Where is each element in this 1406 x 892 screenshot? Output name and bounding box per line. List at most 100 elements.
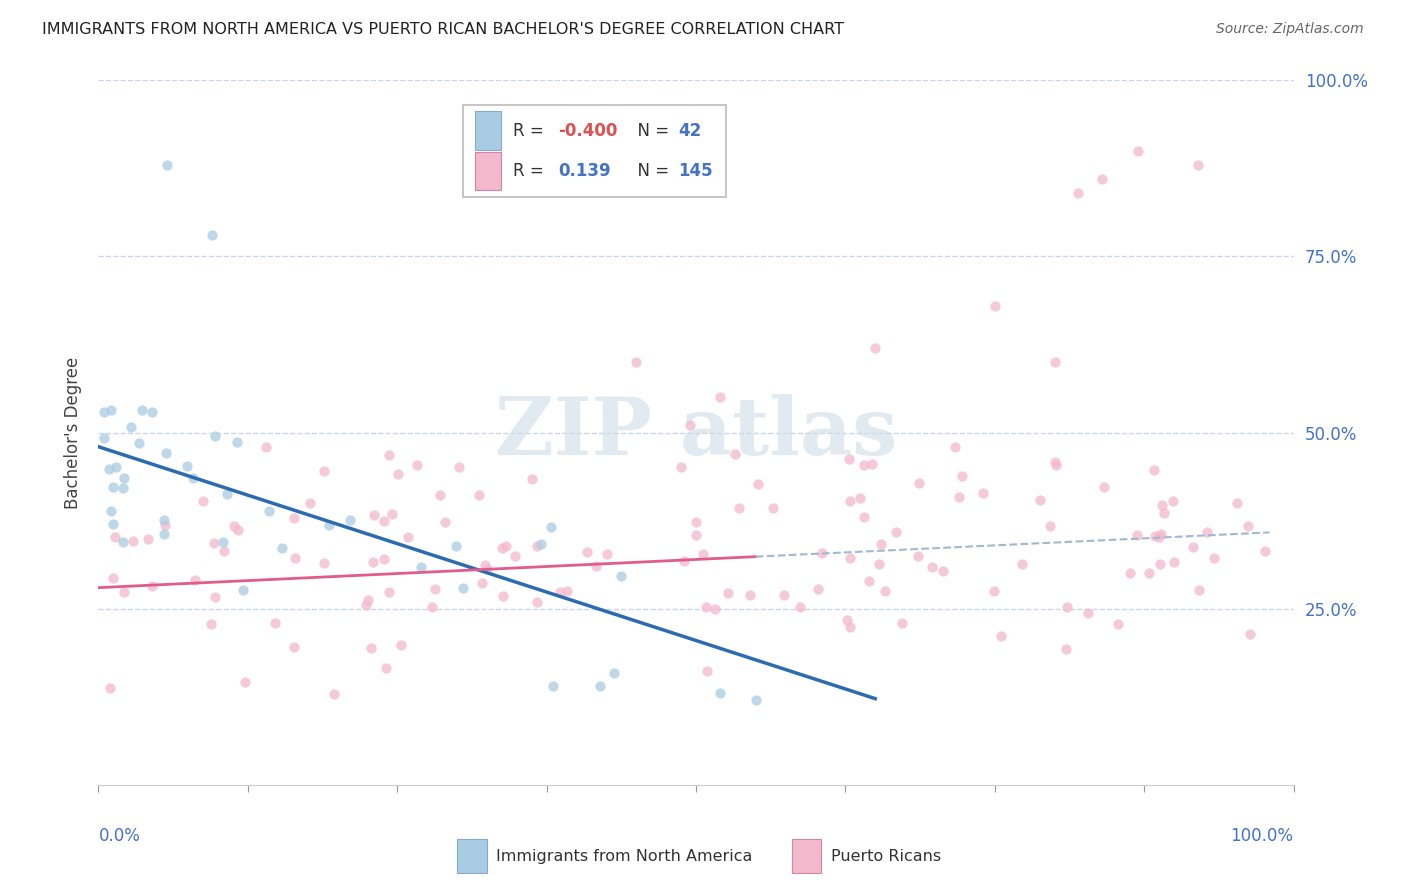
Point — [363, 508, 385, 522]
Point — [312, 556, 335, 570]
Point — [104, 460, 127, 475]
Point — [100, 403, 122, 417]
Point — [100, 504, 122, 518]
Point — [838, 452, 860, 467]
Bar — [792, 839, 821, 873]
Point — [1181, 541, 1204, 555]
FancyBboxPatch shape — [463, 105, 725, 196]
Point — [1128, 144, 1150, 158]
Point — [1043, 355, 1066, 369]
Text: Source: ZipAtlas.com: Source: ZipAtlas.com — [1216, 22, 1364, 37]
Bar — [475, 112, 501, 150]
Text: R =: R = — [513, 121, 550, 139]
Point — [101, 480, 124, 494]
Point — [339, 513, 361, 527]
Point — [93, 431, 115, 445]
Point — [128, 436, 150, 450]
Point — [226, 435, 249, 450]
Point — [93, 405, 115, 419]
Point — [1161, 494, 1184, 508]
Point — [284, 551, 307, 566]
Point — [948, 490, 970, 504]
Point — [378, 585, 401, 599]
Point — [235, 674, 257, 689]
Point — [505, 549, 527, 564]
Point — [990, 629, 1012, 643]
Point — [495, 539, 517, 553]
Point — [1239, 627, 1261, 641]
Point — [283, 640, 305, 655]
Point — [921, 560, 943, 574]
Point — [283, 511, 305, 525]
Point — [153, 518, 176, 533]
Point — [411, 559, 433, 574]
Point — [692, 547, 714, 561]
Point — [204, 591, 226, 605]
Point — [717, 585, 740, 599]
Point — [378, 448, 401, 462]
Point — [685, 515, 707, 529]
Point — [709, 391, 731, 405]
Point — [354, 598, 377, 612]
Point — [447, 459, 470, 474]
Point — [389, 638, 412, 652]
Point — [254, 441, 277, 455]
Point — [1011, 557, 1033, 571]
Point — [1067, 186, 1090, 200]
Point — [204, 429, 226, 443]
Text: 100.0%: 100.0% — [1230, 827, 1294, 846]
Point — [762, 500, 785, 515]
Text: 145: 145 — [678, 162, 713, 180]
Point — [120, 420, 142, 434]
Point — [211, 534, 233, 549]
Point — [1153, 506, 1175, 520]
Point — [141, 405, 163, 419]
Point — [747, 477, 769, 491]
Point — [728, 501, 751, 516]
Point — [312, 465, 335, 479]
Point — [373, 514, 395, 528]
Point — [984, 299, 1007, 313]
Point — [422, 600, 444, 615]
Point — [361, 555, 384, 569]
Point — [1188, 582, 1211, 597]
Point — [541, 679, 564, 693]
Point — [983, 584, 1005, 599]
Point — [585, 559, 607, 574]
Point — [226, 523, 249, 537]
Point — [838, 551, 860, 566]
Point — [1197, 524, 1219, 539]
Point — [153, 526, 176, 541]
Point — [323, 687, 346, 701]
Point — [429, 488, 451, 502]
Point — [870, 536, 893, 550]
Text: N =: N = — [627, 162, 673, 180]
Point — [114, 471, 136, 485]
Point — [474, 558, 496, 572]
Point — [1045, 458, 1067, 472]
Point — [548, 585, 571, 599]
Point — [381, 507, 404, 521]
Point — [1107, 617, 1129, 632]
Point — [451, 582, 474, 596]
Point — [891, 615, 914, 630]
Text: ZIP atlas: ZIP atlas — [495, 393, 897, 472]
Point — [112, 585, 135, 599]
Point — [200, 616, 222, 631]
Point — [1039, 518, 1062, 533]
Point — [477, 561, 499, 575]
Point — [1226, 496, 1249, 510]
Point — [610, 569, 633, 583]
Point — [709, 686, 731, 700]
Point — [1253, 544, 1275, 558]
Text: IMMIGRANTS FROM NORTH AMERICA VS PUERTO RICAN BACHELOR'S DEGREE CORRELATION CHAR: IMMIGRANTS FROM NORTH AMERICA VS PUERTO … — [42, 22, 844, 37]
Point — [423, 582, 446, 597]
Point — [695, 600, 717, 615]
Point — [704, 602, 727, 616]
Point — [685, 527, 707, 541]
Point — [212, 543, 235, 558]
Text: 0.0%: 0.0% — [98, 827, 141, 846]
Point — [396, 530, 419, 544]
Point — [1043, 454, 1066, 468]
Text: Puerto Ricans: Puerto Ricans — [831, 849, 941, 864]
